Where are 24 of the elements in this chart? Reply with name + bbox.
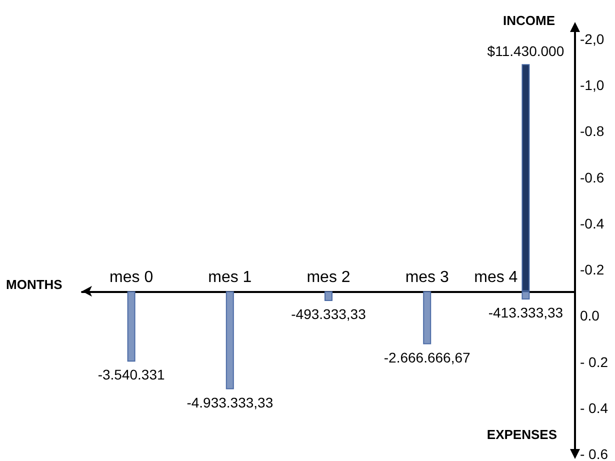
text: - 0.2 [580, 354, 608, 370]
text: -2,0 [580, 31, 604, 47]
text: -0.6 [580, 169, 604, 186]
data-label: -413.333,33 [488, 304, 564, 320]
data-label: $11.430.000 [487, 43, 564, 60]
x-tick-label: mes 2 [306, 268, 350, 286]
text: -0.4 [580, 215, 604, 232]
text: EXPENSES [486, 427, 558, 442]
text: - 0.6 [580, 446, 608, 461]
x-tick-label: mes 3 [405, 268, 449, 286]
text: 0.0 [580, 308, 600, 324]
text: - 0.4 [580, 400, 608, 416]
text: -0.8 [580, 123, 604, 140]
x-tick-label: mes 1 [208, 268, 252, 286]
y-axis-title: INCOME [503, 13, 556, 28]
text: -1,0 [580, 77, 604, 94]
x-tick-label: mes 0 [110, 268, 154, 286]
x-axis-title: MONTHS [6, 277, 63, 292]
data-label: -4.933.333,33 [186, 394, 274, 410]
x-tick-label: mes 4 [474, 268, 518, 286]
text: -0.2 [580, 262, 604, 278]
data-label: -493.333,33 [291, 306, 366, 322]
data-label: -3.540.331 [98, 366, 165, 383]
data-label: -2.666.666,67 [384, 349, 471, 366]
